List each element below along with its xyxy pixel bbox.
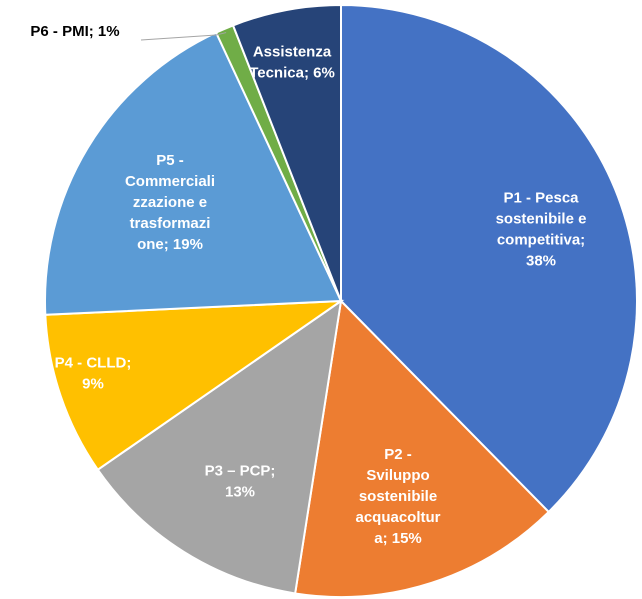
label-line: Sviluppo (366, 467, 429, 484)
label-line: P3 – PCP; (205, 462, 276, 479)
data-label: P5 - Commerciali zzazione e trasformazi one;… (125, 152, 215, 253)
label-line: P2 - (384, 446, 412, 463)
label-line: sostenibile e (496, 210, 587, 227)
label-line: P6 - PMI; 1% (30, 23, 119, 40)
data-label: P3 – PCP; 13% (205, 462, 276, 500)
data-label: P1 - Pesca sostenibile e competitiva; 38% (496, 189, 587, 269)
label-line: competitiva; (497, 231, 585, 248)
label-line: P4 - CLLD; (55, 354, 132, 371)
pie-slice (96, 298, 343, 595)
leader-line (140, 32, 227, 41)
label-line: a; 15% (374, 530, 422, 547)
pie-slice (44, 299, 345, 472)
pie-slice (340, 3, 638, 514)
label-line: trasformazi (130, 215, 211, 232)
label-line: 13% (225, 483, 255, 500)
data-label: P6 - PMI; 1% (30, 23, 119, 40)
label-line: P5 - (156, 152, 184, 169)
label-line: 38% (526, 252, 556, 269)
pie-slice (44, 31, 343, 316)
label-line: acquacoltur (355, 509, 440, 526)
label-line: 9% (82, 375, 104, 392)
pie-slice (294, 298, 551, 598)
pie-slice (231, 3, 342, 302)
label-line: Assistenza (253, 43, 332, 60)
data-label: Assistenza Tecnica; 6% (249, 43, 335, 81)
data-label: P2 - Sviluppo sostenibile acquacoltur a; 15% (355, 446, 440, 547)
label-line: one; 19% (137, 236, 203, 253)
label-line: P1 - Pesca (503, 189, 579, 206)
label-line: sostenibile (359, 488, 437, 505)
label-line: Tecnica; 6% (249, 64, 335, 81)
data-label: P4 - CLLD; 9% (55, 354, 132, 392)
label-line: zzazione e (133, 194, 207, 211)
label-line: Commerciali (125, 173, 215, 190)
